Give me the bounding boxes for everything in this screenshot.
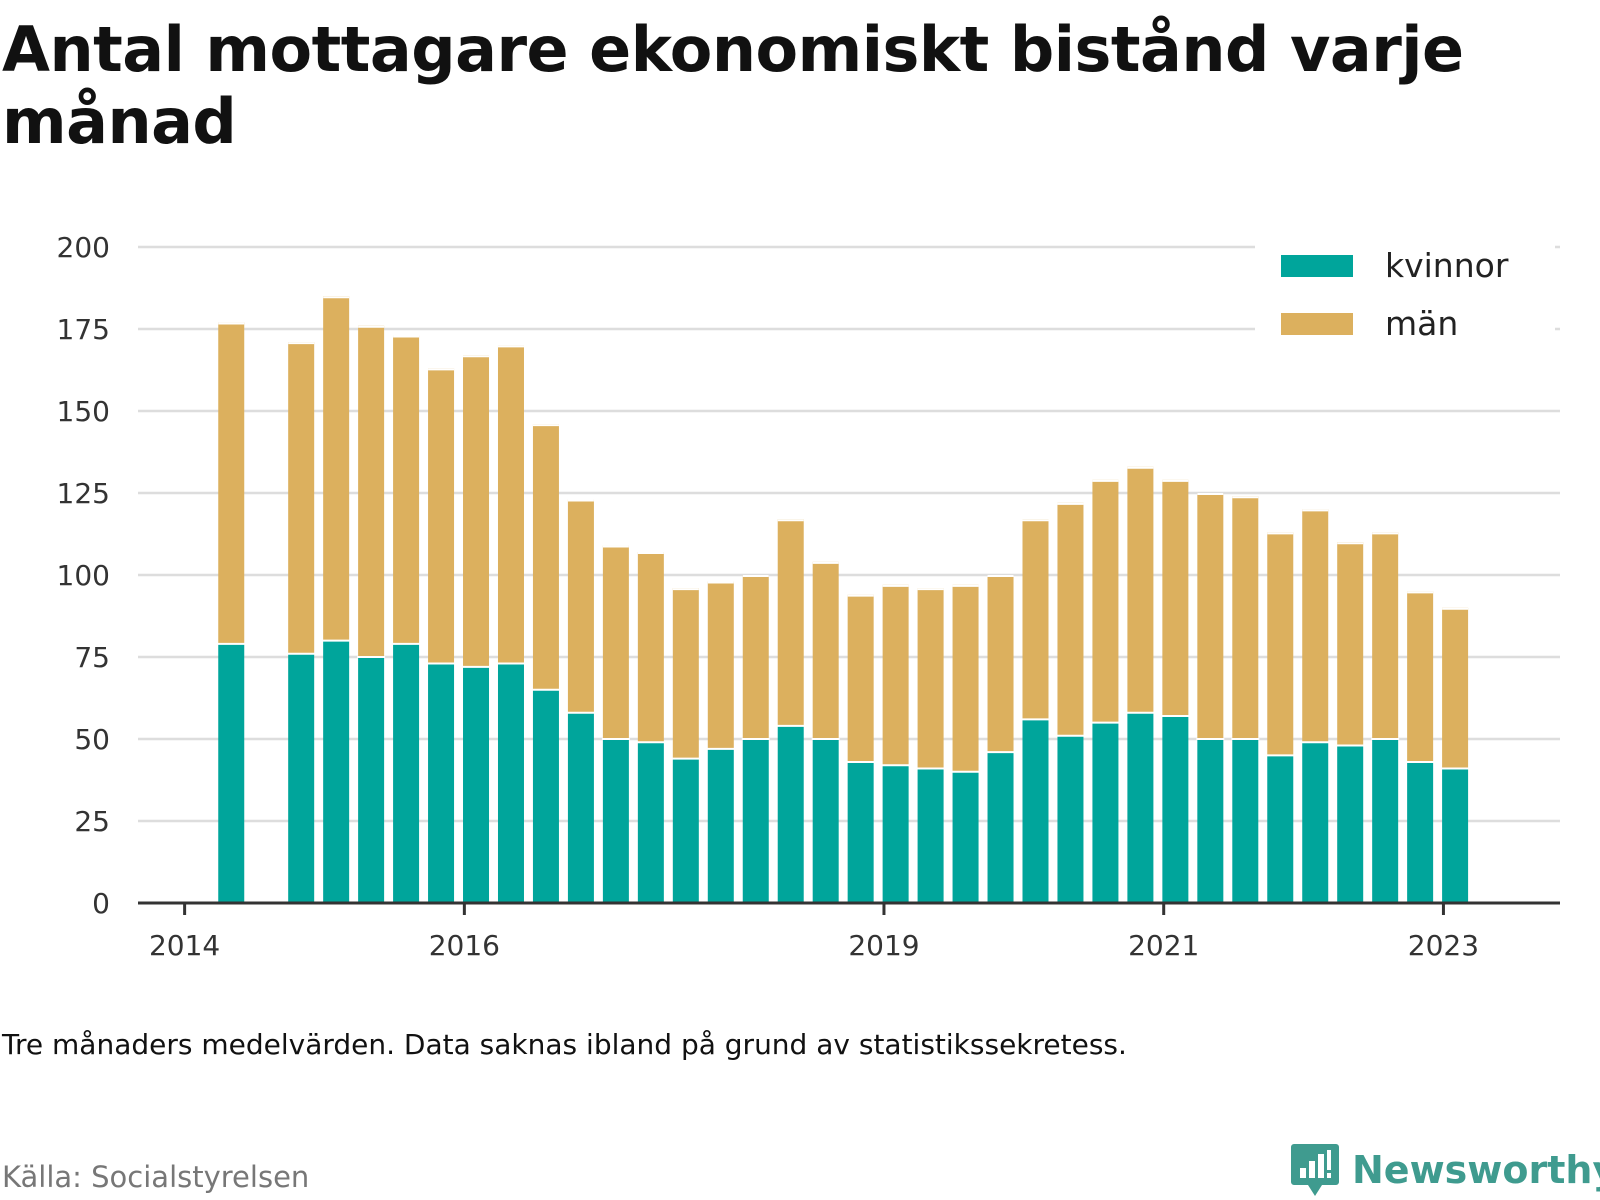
bar-kvinnor	[428, 663, 455, 903]
bar-kvinnor	[463, 666, 490, 903]
chart-note: Tre månaders medelvärden. Data saknas ib…	[2, 1028, 1127, 1061]
bar-man	[882, 584, 909, 766]
y-tick-label: 125	[57, 477, 110, 510]
bar-kvinnor	[1197, 739, 1224, 903]
bar-man	[532, 424, 559, 690]
y-tick-label: 25	[74, 805, 110, 838]
bar-man	[707, 581, 734, 749]
bar-man	[672, 588, 699, 759]
y-tick-label: 0	[92, 887, 110, 920]
bar-kvinnor	[812, 739, 839, 903]
bar-kvinnor	[1302, 742, 1329, 903]
legend: kvinnor män	[1255, 240, 1555, 358]
bar-man	[1372, 532, 1399, 739]
bar-man	[637, 552, 664, 743]
bar-man	[1022, 519, 1049, 720]
bar-kvinnor	[1127, 712, 1154, 903]
axes: 0 25 50 75 100 125 150 175 200 2014 2016 2019 2021 20…	[57, 231, 1560, 962]
bar-kvinnor	[218, 643, 245, 903]
bar-kvinnor	[1057, 735, 1084, 903]
legend-swatch-man	[1281, 313, 1353, 335]
bar-kvinnor	[952, 771, 979, 903]
bar-kvinnor	[1092, 722, 1119, 903]
y-tick-label: 75	[74, 641, 110, 674]
bar-kvinnor	[987, 752, 1014, 903]
y-tick-label: 200	[57, 231, 110, 264]
bar-kvinnor	[1372, 739, 1399, 903]
legend-label-man: män	[1385, 304, 1458, 343]
bar-man	[952, 584, 979, 772]
bar-kvinnor	[1022, 719, 1049, 903]
bar-kvinnor	[1267, 755, 1294, 903]
bar-man	[323, 296, 350, 641]
bar-kvinnor	[707, 748, 734, 903]
bar-kvinnor	[777, 725, 804, 903]
bar-man	[1442, 607, 1469, 769]
bar-kvinnor	[1162, 716, 1189, 903]
bar-kvinnor	[1407, 761, 1434, 903]
bar-kvinnor	[393, 643, 420, 903]
bar-man	[1127, 466, 1154, 713]
bar-kvinnor	[847, 761, 874, 903]
bar-kvinnor	[882, 765, 909, 903]
bar-kvinnor	[672, 758, 699, 903]
bar-man	[847, 594, 874, 762]
bar-kvinnor	[358, 657, 385, 903]
brand-name: Newsworthy	[1352, 1148, 1600, 1192]
bar-man	[742, 575, 769, 739]
stacked-bar-chart: 0 25 50 75 100 125 150 175 200 2014 2016 2019 2021 20…	[56, 0, 1560, 962]
bar-man	[1092, 479, 1119, 723]
bar-man	[777, 519, 804, 726]
y-tick-label: 150	[57, 395, 110, 428]
bar-man	[812, 561, 839, 739]
chart-title: Antal mottagare ekonomiskt bistånd varje…	[2, 13, 1464, 158]
y-tick-label: 175	[57, 313, 110, 346]
bar-kvinnor	[742, 739, 769, 903]
bar-man	[1162, 479, 1189, 717]
bar-kvinnor	[532, 689, 559, 903]
x-tick-label: 2021	[1128, 929, 1199, 962]
bar-man	[497, 345, 524, 664]
bar-man	[288, 342, 315, 654]
x-tick-label: 2023	[1408, 929, 1479, 962]
bar-man	[1057, 502, 1084, 736]
x-tick-label: 2014	[149, 929, 220, 962]
bar-kvinnor	[1232, 739, 1259, 903]
bar-kvinnor	[1337, 745, 1364, 903]
bar-man	[1337, 542, 1364, 746]
bars	[217, 0, 1505, 903]
bar-kvinnor	[917, 768, 944, 903]
bar-kvinnor	[1442, 768, 1469, 903]
bar-man	[1232, 496, 1259, 739]
bar-kvinnor	[323, 640, 350, 903]
x-tick-label: 2016	[429, 929, 500, 962]
y-tick-label: 100	[57, 559, 110, 592]
bar-man	[987, 575, 1014, 753]
bar-kvinnor	[497, 663, 524, 903]
bar-man	[1407, 591, 1434, 762]
legend-label-kvinnor: kvinnor	[1385, 246, 1509, 285]
bar-man	[1197, 493, 1224, 739]
bar-kvinnor	[602, 739, 629, 903]
y-tick-label: 50	[74, 723, 110, 756]
brand-logo[interactable]: Newsworthy	[1290, 1142, 1600, 1198]
bar-kvinnor	[637, 742, 664, 903]
legend-swatch-kvinnor	[1281, 255, 1353, 277]
bar-man	[463, 355, 490, 667]
bar-man	[602, 545, 629, 739]
bar-man	[358, 325, 385, 657]
bar-kvinnor	[288, 653, 315, 903]
source-credit: Källa: Socialstyrelsen	[2, 1160, 310, 1194]
bar-man	[393, 335, 420, 644]
bar-man	[917, 588, 944, 769]
bar-man	[218, 322, 245, 644]
bar-chart-speech-bubble-icon	[1291, 1144, 1339, 1196]
bar-man	[1302, 509, 1329, 743]
bar-man	[567, 499, 594, 713]
x-tick-label: 2019	[848, 929, 919, 962]
bar-kvinnor	[567, 712, 594, 903]
bar-man	[1267, 532, 1294, 756]
bar-man	[428, 368, 455, 664]
